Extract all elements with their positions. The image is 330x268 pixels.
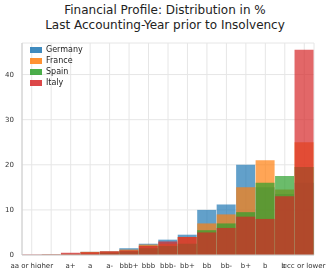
svg-text:30: 30	[8, 116, 14, 124]
svg-text:a+: a+	[66, 262, 76, 268]
svg-text:bb-: bb-	[221, 262, 233, 268]
svg-text:bbb: bbb	[142, 262, 156, 268]
html-text:Spain: Spain	[46, 67, 69, 76]
svg-text:ccc or lower: ccc or lower	[283, 262, 322, 268]
svg-text:b+: b+	[241, 262, 251, 268]
html-text:Italy: Italy	[46, 78, 64, 87]
html-text:Financial Profile: Distributio: Financial Profile: Distribution in %	[64, 3, 266, 17]
svg-text:40: 40	[8, 71, 14, 79]
svg-text:a-: a-	[106, 262, 113, 268]
svg-text:20: 20	[8, 161, 14, 169]
svg-text:a: a	[88, 262, 92, 268]
html-text:Last Accounting-Year prior to: Last Accounting-Year prior to Insolvency	[45, 18, 285, 32]
svg-text:bbb-: bbb-	[160, 262, 176, 268]
svg-text:bb+: bb+	[180, 262, 195, 268]
svg-text:0: 0	[10, 251, 14, 259]
svg-text:10: 10	[8, 206, 14, 214]
svg-text:bbb+: bbb+	[119, 262, 138, 268]
svg-text:aa or higher: aa or higher	[10, 262, 53, 268]
html-text:France: France	[46, 56, 73, 65]
html-text:Germany: Germany	[46, 45, 83, 54]
svg-text:bb: bb	[202, 262, 211, 268]
svg-text:b: b	[263, 262, 268, 268]
